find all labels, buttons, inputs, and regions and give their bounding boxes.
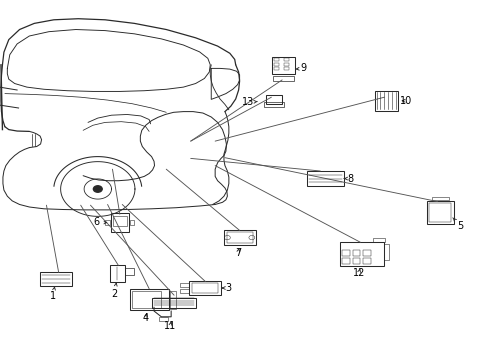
Bar xyxy=(129,289,168,310)
Bar xyxy=(372,238,385,242)
Bar xyxy=(341,258,349,264)
Bar xyxy=(129,220,134,225)
Text: 4: 4 xyxy=(142,312,148,323)
Bar xyxy=(40,272,72,286)
Bar xyxy=(151,298,195,308)
Bar xyxy=(274,58,279,61)
Text: 6: 6 xyxy=(93,217,106,228)
Text: 12: 12 xyxy=(352,268,365,278)
Bar xyxy=(192,283,218,293)
Bar xyxy=(426,201,453,224)
Bar xyxy=(105,220,110,225)
Bar xyxy=(374,91,397,111)
Bar xyxy=(180,289,188,293)
Bar xyxy=(169,291,175,309)
Bar xyxy=(272,76,294,81)
Bar xyxy=(363,251,370,256)
Text: 7: 7 xyxy=(235,248,241,258)
Text: 10: 10 xyxy=(399,96,411,106)
Bar xyxy=(339,242,383,266)
Bar xyxy=(110,265,124,282)
Bar xyxy=(132,291,161,308)
Bar xyxy=(341,251,349,256)
Bar xyxy=(306,171,343,186)
Bar xyxy=(430,197,448,200)
Bar xyxy=(125,268,134,275)
Bar xyxy=(274,67,279,70)
Bar xyxy=(264,102,283,107)
Bar xyxy=(284,67,288,70)
Bar xyxy=(274,63,279,66)
Bar xyxy=(226,232,252,243)
Bar xyxy=(189,281,221,295)
Text: 5: 5 xyxy=(452,218,463,231)
Bar xyxy=(284,63,288,66)
Bar xyxy=(110,212,129,233)
Bar xyxy=(223,230,255,245)
Text: 13: 13 xyxy=(242,97,257,107)
Text: 3: 3 xyxy=(222,283,231,293)
Bar xyxy=(384,244,388,260)
Text: 1: 1 xyxy=(50,287,56,301)
Bar xyxy=(271,57,295,74)
Bar xyxy=(113,216,126,226)
Text: 11: 11 xyxy=(163,321,176,331)
Bar xyxy=(352,258,360,264)
Bar xyxy=(352,251,360,256)
Bar xyxy=(284,58,288,61)
Bar xyxy=(180,283,188,287)
Text: 2: 2 xyxy=(111,283,117,299)
Bar xyxy=(159,317,168,321)
Circle shape xyxy=(93,186,102,192)
Bar xyxy=(428,202,450,222)
Bar xyxy=(265,95,281,104)
Bar xyxy=(363,258,370,264)
Text: 9: 9 xyxy=(296,63,306,73)
Text: 8: 8 xyxy=(344,174,352,184)
